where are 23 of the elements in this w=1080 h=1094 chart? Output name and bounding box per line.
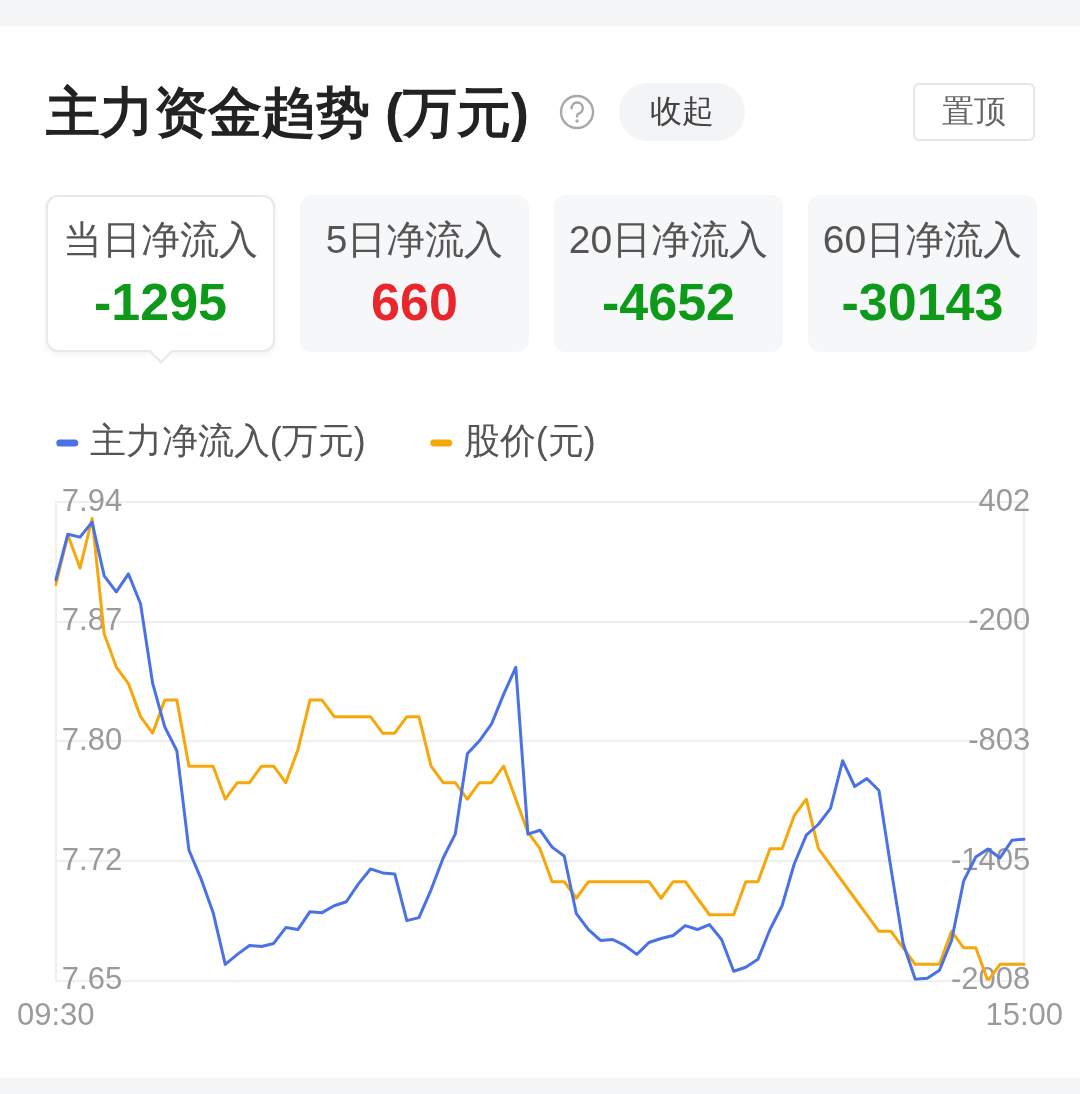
data-label: -4652	[602, 272, 735, 331]
y-tick-label: 7.94	[61, 482, 123, 518]
y2-tick-label: 402	[978, 482, 1031, 518]
data-label: -1295	[94, 272, 227, 331]
text: 收起	[649, 92, 714, 131]
legend-label: 股价(元)	[463, 419, 596, 461]
category-label: 20日净流入	[568, 216, 769, 263]
y2-tick-label: -803	[968, 721, 1031, 757]
x-tick-label: 15:00	[985, 996, 1063, 1032]
category-label: 5日净流入	[325, 216, 504, 263]
y-tick-label: 7.65	[61, 961, 123, 997]
text: 置顶	[942, 92, 1006, 131]
text: 主力资金趋势 (万元)	[46, 82, 529, 142]
data-label: 660	[371, 272, 458, 331]
y2-tick-label: -2008	[950, 961, 1031, 997]
data-label: -30143	[841, 272, 1004, 331]
category-label: 当日净流入	[63, 216, 258, 263]
y-tick-label: 7.80	[61, 721, 123, 757]
x-tick-label: 09:30	[17, 996, 95, 1032]
y-tick-label: 7.72	[61, 841, 123, 877]
category-label: 60日净流入	[822, 216, 1023, 263]
legend-label: 主力净流入(万元)	[89, 419, 366, 461]
y2-tick-label: -200	[968, 602, 1031, 638]
